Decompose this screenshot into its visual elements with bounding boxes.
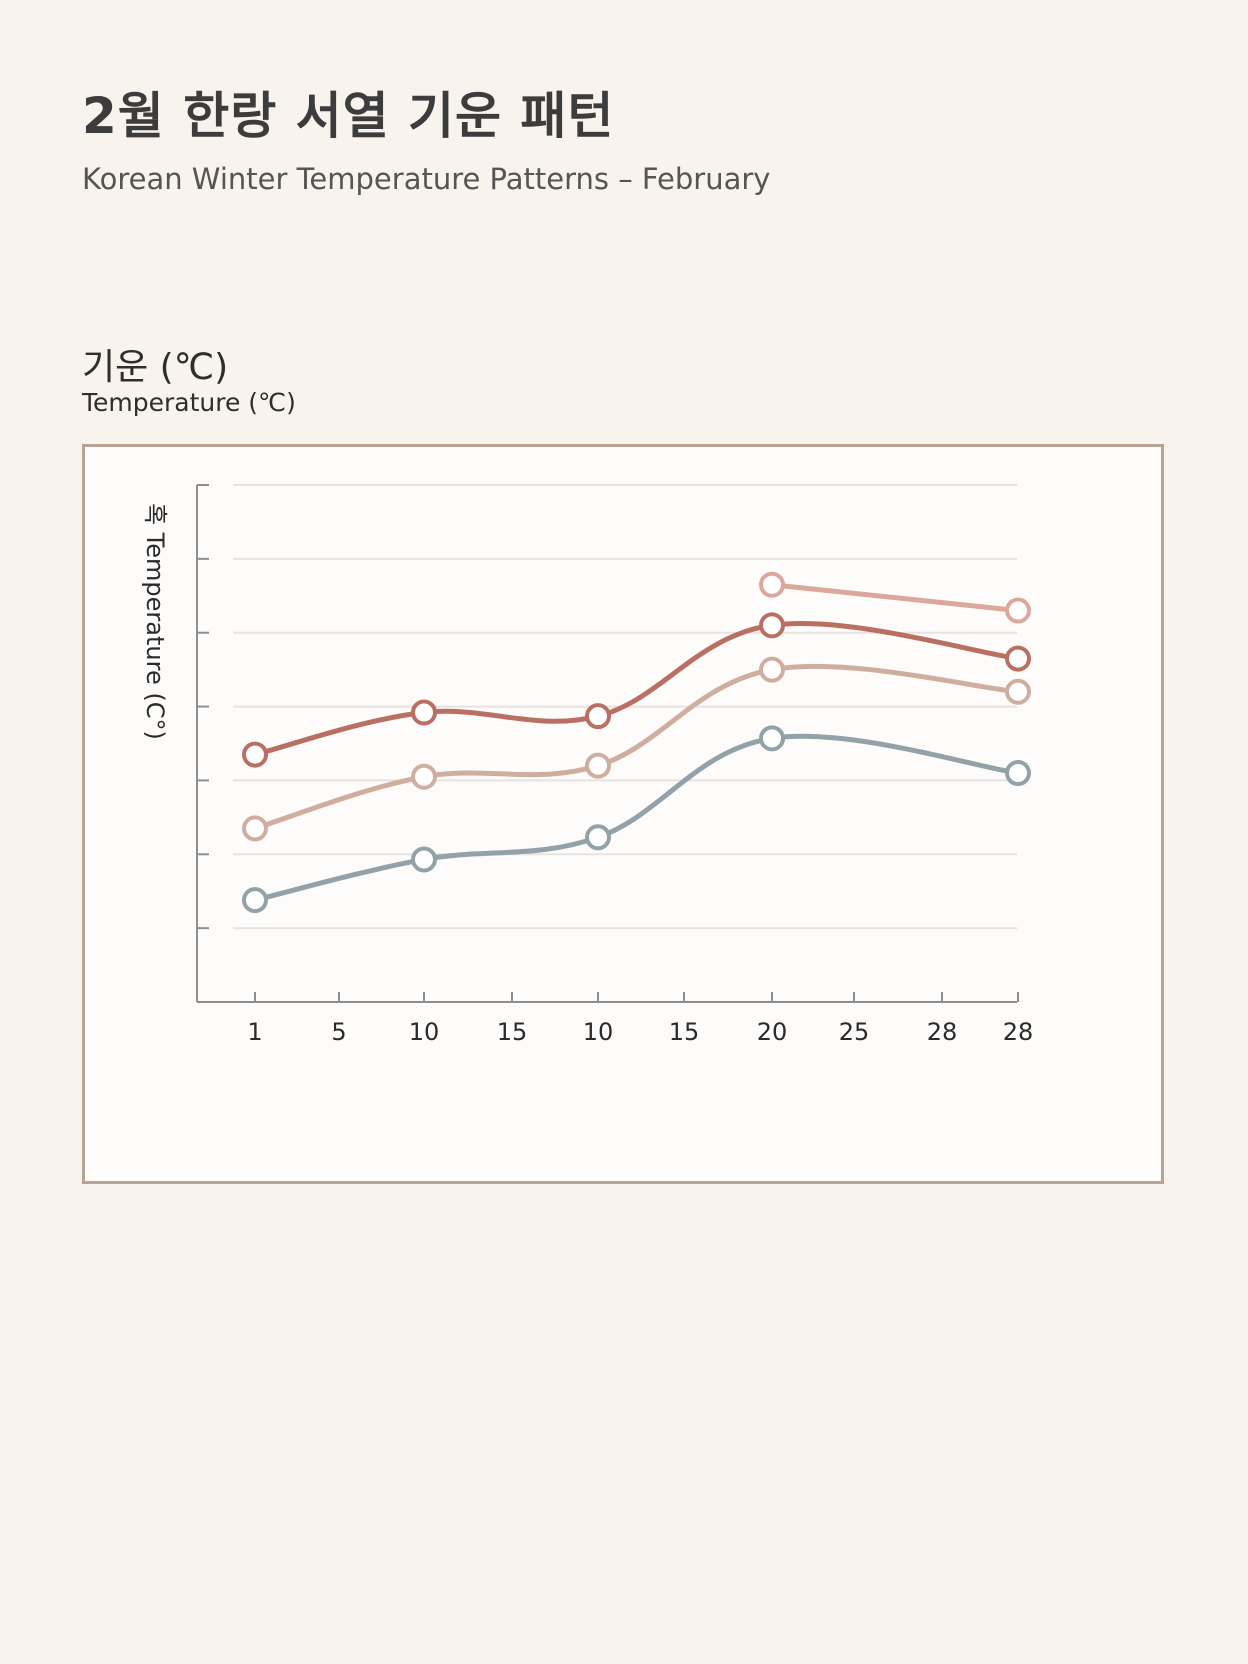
data-point [1005,678,1031,705]
axes [196,484,1019,1003]
data-point [585,824,611,851]
data-point [1005,645,1031,672]
x-tick-label: 28 [927,1018,958,1046]
data-point [1005,760,1031,787]
unit-label-english: Temperature (℃) [82,388,296,417]
data-point [242,815,268,842]
series-line [769,582,1021,614]
series-line [252,621,1021,758]
data-point [411,846,437,873]
data-point [411,699,437,726]
line-chart: 1 5 10 15 10 15 20 25 28 28 혹 Temperature (C°) [141,484,1033,1046]
gridlines [233,484,1017,930]
unit-label-korean: 기운 (℃) [82,347,229,388]
data-point [242,741,268,768]
x-tick-labels: 1 5 10 15 10 15 20 25 28 28 [247,1018,1033,1046]
x-tick-label: 1 [247,1018,262,1046]
y-axis-label: 혹 Temperature (C°) [141,503,169,740]
data-point [585,752,611,779]
data-point [242,887,268,914]
data-point [585,703,611,730]
data-point [759,725,785,752]
x-tick-label: 5 [331,1018,346,1046]
x-tick-label: 20 [757,1018,788,1046]
data-point [759,612,785,639]
page-title: 2월 한랑 서열 기운 패턴 [82,87,615,145]
chart-panel: 1 5 10 15 10 15 20 25 28 28 혹 Temperature (C°) [82,444,1164,1184]
x-tick-label: 25 [839,1018,870,1046]
data-points [242,571,1031,914]
x-tick-label: 10 [583,1018,614,1046]
data-point [1005,597,1031,624]
x-tick-label: 15 [497,1018,528,1046]
x-tick-label: 15 [669,1018,700,1046]
data-point [759,571,785,598]
x-tick-label: 10 [409,1018,440,1046]
series-line [252,733,1021,903]
x-tick-label: 28 [1003,1018,1034,1046]
data-point [411,763,437,790]
data-point [759,656,785,683]
page-subtitle: Korean Winter Temperature Patterns – Feb… [82,162,771,196]
